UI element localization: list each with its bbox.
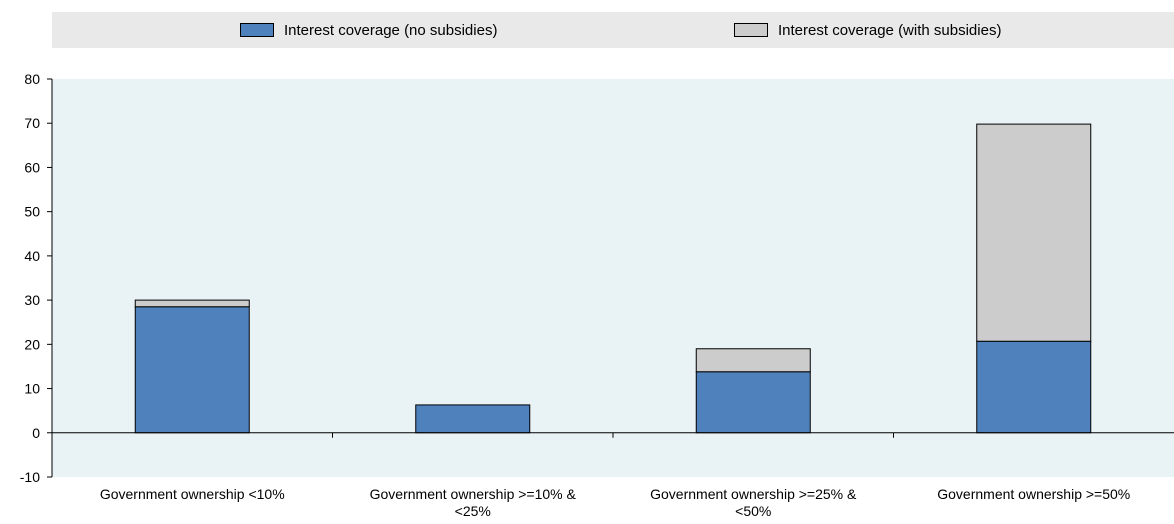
y-tick-label: 80 (24, 71, 40, 87)
legend: Interest coverage (no subsidies) Interes… (52, 12, 1174, 48)
bar-with-subsidies (695, 348, 811, 373)
x-category-label: Government ownership >=10% & (370, 486, 577, 502)
legend-swatch-no-subsidies (240, 23, 274, 37)
y-tick-label: 30 (24, 292, 40, 308)
bar-with-subsidies (976, 123, 1092, 342)
bar-no-subsidies (134, 306, 250, 434)
bar-with-subsidies (134, 299, 250, 308)
legend-item-no-subsidies: Interest coverage (no subsidies) (240, 12, 497, 48)
y-tick-label: 50 (24, 204, 40, 220)
x-category-label: <50% (735, 503, 771, 519)
legend-swatch-with-subsidies (734, 23, 768, 37)
bar-no-subsidies (415, 404, 531, 434)
x-category-label: Government ownership <10% (100, 486, 285, 502)
bar-no-subsidies (976, 340, 1092, 434)
x-category-label: Government ownership >=50% (937, 486, 1130, 502)
legend-item-with-subsidies: Interest coverage (with subsidies) (734, 12, 1001, 48)
legend-label-no-subsidies: Interest coverage (no subsidies) (284, 21, 498, 39)
y-tick-label: 0 (32, 425, 40, 441)
y-tick-label: -10 (20, 469, 40, 485)
y-tick-label: 60 (24, 159, 40, 175)
x-category-label: Government ownership >=25% & (650, 486, 857, 502)
y-tick-label: 10 (24, 381, 40, 397)
y-tick-label: 20 (24, 336, 40, 352)
y-tick-label: 70 (24, 115, 40, 131)
legend-label-with-subsidies: Interest coverage (with subsidies) (778, 21, 1002, 39)
x-category-label: <25% (455, 503, 491, 519)
y-tick-label: 40 (24, 248, 40, 264)
bar-no-subsidies (695, 371, 811, 434)
